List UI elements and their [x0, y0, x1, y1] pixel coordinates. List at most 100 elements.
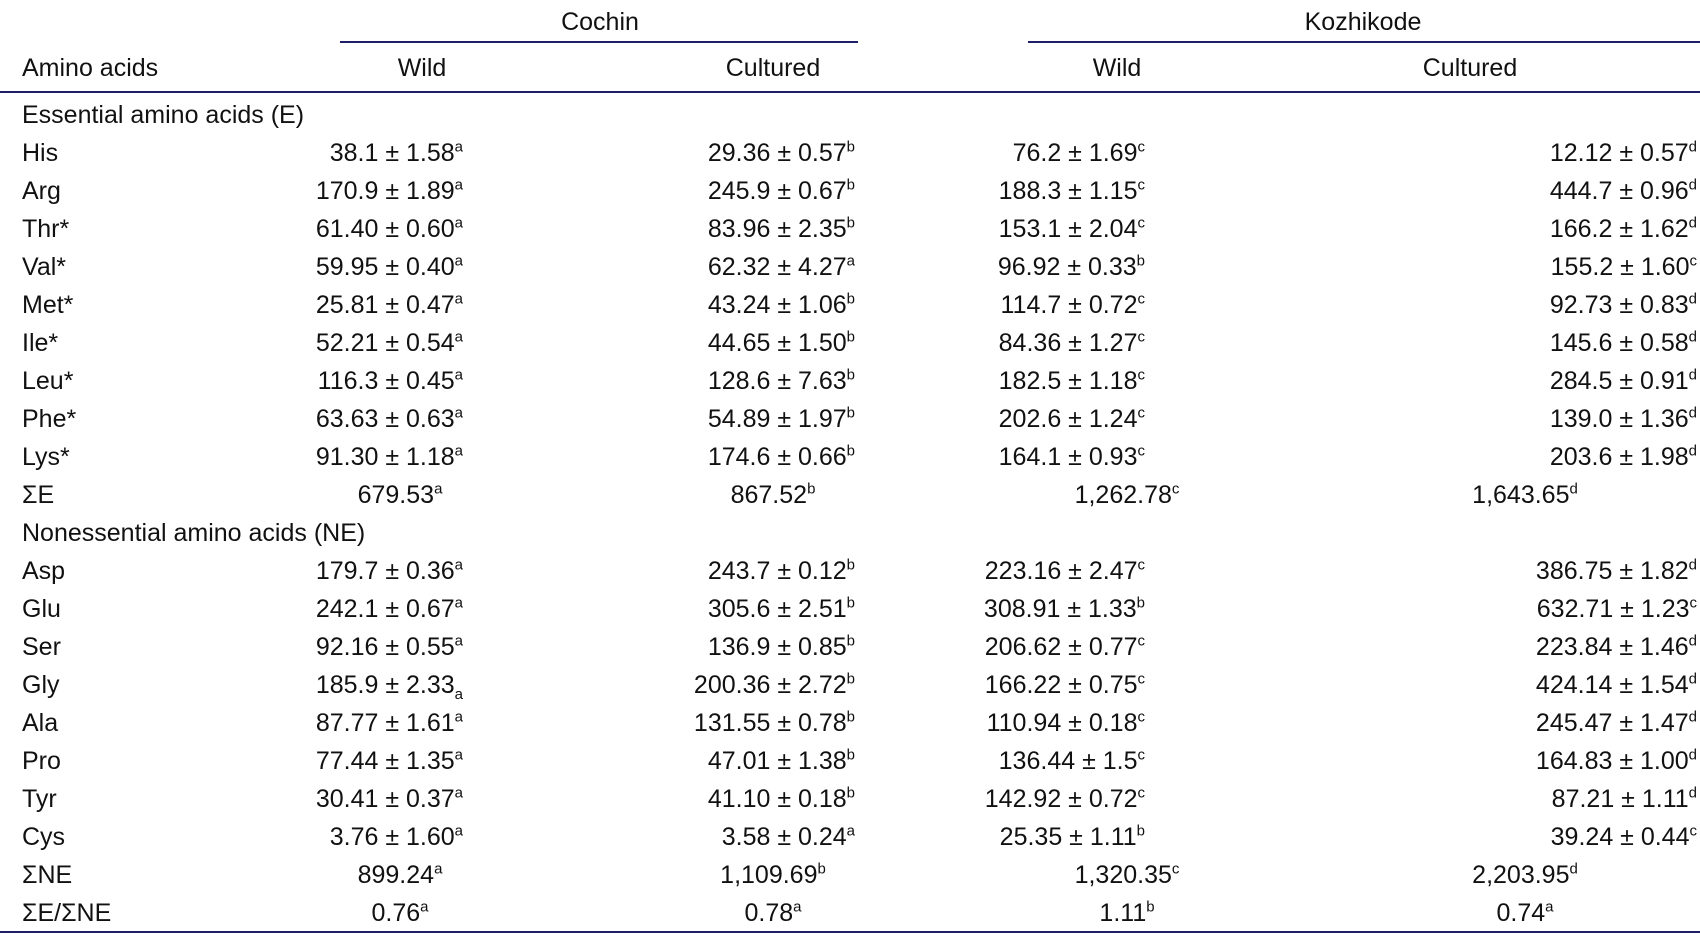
significance-letter: b — [846, 138, 855, 156]
cell-value: 47.01 ± 1.38 — [707, 747, 847, 775]
cell-value: 145.6 ± 0.58 — [1549, 329, 1689, 357]
cell: 1,320.35c — [1075, 860, 1180, 890]
row-label: Lys* — [22, 443, 70, 471]
cell-value: 54.89 ± 1.97 — [707, 405, 847, 433]
significance-letter: c — [1137, 404, 1146, 422]
significance-letter: b — [846, 366, 855, 384]
significance-letter: a — [434, 480, 443, 498]
cell-value: 174.6 ± 0.66 — [707, 443, 847, 471]
cell: 182.5 ± 1.18c — [999, 366, 1145, 396]
cell: 3.58 ± 0.24a — [722, 822, 855, 852]
cell-value: 155.2 ± 1.60 — [1550, 253, 1690, 281]
bottom-rule — [0, 931, 1700, 933]
cell-value: 386.75 ± 1.82 — [1535, 557, 1689, 585]
cell-value: 76.2 ± 1.69 — [1012, 139, 1138, 167]
row-label: Cys — [22, 823, 66, 851]
cell: 47.01 ± 1.38b — [708, 746, 855, 776]
significance-letter: d — [1688, 290, 1697, 308]
header-rule — [0, 91, 1700, 93]
cell-value: 243.7 ± 0.12 — [707, 557, 847, 585]
cell-value: 308.91 ± 1.33 — [983, 595, 1137, 623]
cell-value: 444.7 ± 0.96 — [1549, 177, 1689, 205]
cell-value: 136.44 ± 1.5 — [998, 747, 1138, 775]
significance-letter: b — [846, 214, 855, 232]
row-label: ΣNE — [22, 861, 73, 889]
cell-value: 84.36 ± 1.27 — [998, 329, 1138, 357]
cell-value: 0.74 — [1496, 899, 1546, 927]
row-label: ΣE — [22, 481, 55, 509]
column-header: Cultured — [725, 54, 821, 82]
significance-letter: a — [454, 176, 463, 194]
significance-letter: c — [1137, 442, 1146, 460]
cell: 179.7 ± 0.36a — [316, 556, 463, 586]
cell: 632.71 ± 1.23c — [1537, 594, 1697, 624]
significance-letter: a — [846, 252, 855, 270]
cell-value: 139.0 ± 1.36 — [1549, 405, 1689, 433]
cell: 185.9 ± 2.33a — [315, 670, 463, 702]
cell-value: 44.65 ± 1.50 — [707, 329, 847, 357]
cell-value: 223.84 ± 1.46 — [1535, 633, 1689, 661]
row-label: Ser — [22, 633, 61, 661]
significance-letter: b — [846, 708, 855, 726]
significance-letter: a — [454, 328, 463, 346]
cell: 76.2 ± 1.69c — [1013, 138, 1145, 168]
cell-value: 245.47 ± 1.47 — [1535, 709, 1689, 737]
significance-letter: c — [1137, 328, 1146, 346]
cell-value: 1,320.35 — [1074, 861, 1172, 889]
cell-value: 39.24 ± 0.44 — [1550, 823, 1690, 851]
cell-value: 52.21 ± 0.54 — [315, 329, 455, 357]
cell: 284.5 ± 0.91d — [1550, 366, 1697, 396]
group-rule — [340, 41, 858, 43]
group-header: Kozhikode — [1304, 8, 1422, 36]
cell-value: 206.62 ± 0.77 — [984, 633, 1138, 661]
row-label: Arg — [22, 177, 61, 205]
significance-letter: a — [846, 822, 855, 840]
cell-value: 1,262.78 — [1074, 481, 1172, 509]
cell-value: 12.12 ± 0.57 — [1549, 139, 1689, 167]
significance-letter: b — [846, 632, 855, 650]
cell: 164.1 ± 0.93c — [999, 442, 1145, 472]
cell: 87.77 ± 1.61a — [316, 708, 463, 738]
cell-value: 202.6 ± 1.24 — [998, 405, 1138, 433]
cell-value: 61.40 ± 0.60 — [315, 215, 455, 243]
cell: 164.83 ± 1.00d — [1536, 746, 1697, 776]
significance-letter: a — [454, 784, 463, 802]
row-label: Gly — [22, 671, 60, 699]
significance-letter: a — [1545, 898, 1554, 916]
cell: 3.76 ± 1.60a — [330, 822, 463, 852]
cell: 92.16 ± 0.55a — [316, 632, 463, 662]
significance-letter: c — [1137, 290, 1146, 308]
cell: 1.11b — [1099, 898, 1154, 928]
cell: 25.35 ± 1.11b — [1000, 822, 1145, 852]
row-label: His — [22, 139, 59, 167]
cell-value: 83.96 ± 2.35 — [707, 215, 847, 243]
significance-letter: c — [1171, 860, 1180, 878]
cell-value: 25.35 ± 1.11 — [999, 823, 1137, 851]
cell: 202.6 ± 1.24c — [999, 404, 1145, 434]
cell: 0.76a — [371, 898, 428, 928]
cell-value: 87.77 ± 1.61 — [315, 709, 455, 737]
cell: 39.24 ± 0.44c — [1551, 822, 1697, 852]
cell: 52.21 ± 0.54a — [316, 328, 463, 358]
significance-letter: b — [1136, 594, 1145, 612]
cell-value: 245.9 ± 0.67 — [707, 177, 847, 205]
cell-value: 679.53 — [357, 481, 435, 509]
column-header: Wild — [397, 54, 447, 82]
significance-letter: c — [1137, 784, 1146, 802]
cell-value: 114.7 ± 0.72 — [1000, 291, 1138, 319]
cell: 153.1 ± 2.04c — [999, 214, 1145, 244]
cell-value: 43.24 ± 1.06 — [707, 291, 847, 319]
cell-value: 142.92 ± 0.72 — [984, 785, 1138, 813]
cell-value: 179.7 ± 0.36 — [315, 557, 455, 585]
significance-letter: d — [1688, 138, 1697, 156]
cell-value: 2,203.95 — [1472, 861, 1570, 889]
cell: 110.94 ± 0.18c — [987, 708, 1145, 738]
cell: 61.40 ± 0.60a — [316, 214, 463, 244]
cell-value: 185.9 ± 2.33 — [315, 671, 455, 699]
cell-value: 1.11 — [1099, 899, 1147, 927]
row-label: Met* — [22, 291, 74, 319]
cell: 77.44 ± 1.35a — [316, 746, 463, 776]
cell: 114.7 ± 0.72c — [1001, 290, 1145, 320]
cell: 87.21 ± 1.11d — [1552, 784, 1697, 814]
